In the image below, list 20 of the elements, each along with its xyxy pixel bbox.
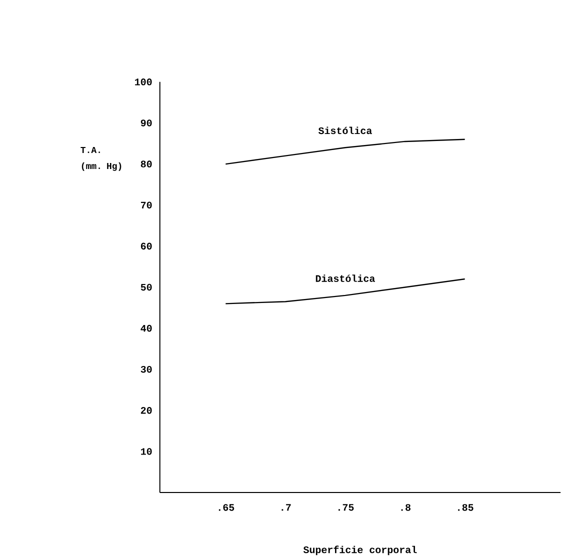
y-axis-title: T.A. (mm. Hg): [80, 146, 122, 171]
y-tick-label: 30: [140, 366, 152, 373]
x-tick-label: .85: [458, 504, 474, 511]
x-tick-label: .7: [282, 504, 291, 510]
y-tick-label: 70: [140, 201, 152, 208]
y-tick-label: 90: [140, 119, 152, 126]
series-label: Diastólica: [316, 274, 375, 282]
y-tick-label: 20: [140, 406, 152, 414]
y-tick-label: 40: [140, 324, 152, 332]
y-tick-label: 80: [140, 160, 152, 168]
x-tick-label: .65: [218, 504, 234, 511]
series-label: Sistólica: [318, 126, 372, 134]
x-tick-label: .8: [401, 504, 410, 511]
y-tick-label: 10: [141, 448, 152, 455]
line-series: [225, 138, 466, 164]
x-axis-title: Superficie corporal: [303, 545, 417, 555]
x-tick-label: .75: [338, 504, 354, 511]
y-tick-label: 100: [135, 78, 152, 86]
y-tick-label: 60: [140, 242, 152, 250]
y-tick-label: 50: [140, 284, 152, 290]
